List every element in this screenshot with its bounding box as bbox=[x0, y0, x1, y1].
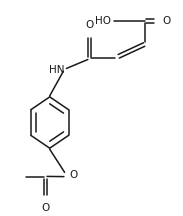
Text: O: O bbox=[41, 203, 49, 213]
Text: HN: HN bbox=[49, 65, 65, 75]
Text: O: O bbox=[86, 20, 94, 30]
Text: O: O bbox=[69, 170, 78, 180]
Text: O: O bbox=[163, 16, 171, 26]
Text: HO: HO bbox=[95, 16, 111, 26]
